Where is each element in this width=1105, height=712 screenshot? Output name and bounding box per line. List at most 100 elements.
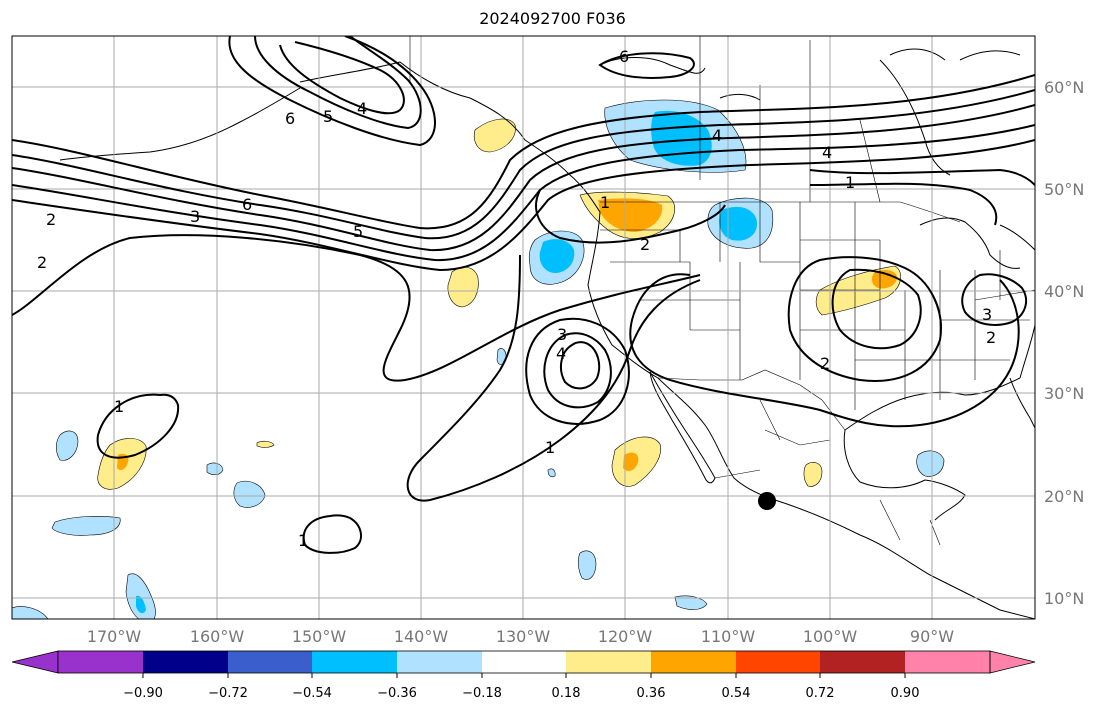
colorbar-over-arrow (989, 650, 1036, 674)
negative-anomaly-e-pacific-2 (674, 595, 708, 610)
colorbar-cell (312, 651, 397, 673)
lat-label-40n: 40°N (1044, 282, 1084, 301)
colorbar-tick-label: 0.54 (722, 686, 751, 701)
us-canada-border (600, 201, 961, 223)
contour-lines (12, 36, 1035, 554)
map-title: 2024092700 F036 (479, 9, 626, 28)
contour-jet-3 (12, 104, 1035, 252)
aleutian-islands (59, 87, 301, 161)
hudson-bay (879, 59, 951, 176)
lon-label-150w: 150°W (292, 627, 347, 646)
longitude-labels: 170°W 160°W 150°W 140°W 130°W 120°W 110°… (87, 627, 954, 646)
contour-label: 3 (982, 305, 992, 324)
colorbar-cell (482, 651, 566, 673)
negative-anomaly-hawaii (233, 480, 266, 508)
contour-label: 2 (640, 235, 650, 254)
colorbar-cell (651, 651, 736, 673)
contour-label-group: 6 6 5 4 4 4 2 3 6 5 2 1 1 2 3 4 1 1 2 3 (37, 47, 996, 550)
contour-subtropic-1 (406, 254, 701, 502)
colorbar-tick-label: 0.90 (891, 686, 920, 701)
great-lakes (919, 217, 1021, 269)
contour-central-low-1 (629, 273, 1020, 428)
contour-label: 4 (822, 143, 832, 162)
negative-anomaly-e-pacific (577, 550, 597, 580)
us-states-west (600, 202, 800, 380)
colorbar-ticks: −0.90 −0.72 −0.54 −0.36 −0.18 0.18 0.36 … (123, 673, 919, 701)
mexico-states (714, 399, 941, 546)
lat-label-20n: 20°N (1044, 487, 1084, 506)
contour-label: 5 (353, 222, 363, 241)
positive-anomaly-alaska (473, 118, 516, 153)
contour-alaska-low-2 (254, 36, 422, 130)
colorbar-cell (143, 651, 228, 673)
contour-sw-1 (302, 514, 362, 554)
contour-label: 1 (298, 531, 308, 550)
north-america-west-coast (587, 211, 1035, 619)
contour-jet-1 (12, 74, 1035, 230)
contour-east-2 (535, 189, 726, 244)
lon-label-170w: 170°W (87, 627, 142, 646)
shaded-anomaly-fields (12, 99, 945, 619)
contour-label: 6 (619, 47, 629, 66)
contour-label: 6 (285, 109, 295, 128)
negative-anomaly-10n (125, 573, 156, 619)
florida (1009, 377, 1035, 429)
negative-anomaly-hawaii-w (55, 430, 79, 461)
lat-label-60n: 60°N (1044, 78, 1084, 97)
contour-label: 4 (357, 99, 367, 118)
colorbar-cell (905, 651, 990, 673)
contour-label: 1 (545, 438, 555, 457)
storm-center-marker (758, 492, 776, 510)
colorbar-cell (566, 651, 651, 673)
positive-anomaly-washington-core (598, 198, 663, 232)
contour-label: 5 (323, 107, 333, 126)
negative-anomaly-hawaii-small (206, 462, 224, 476)
lon-label-160w: 160°W (190, 627, 245, 646)
colorbar-tick-label: −0.90 (123, 686, 163, 701)
colorbar-frame (57, 650, 991, 674)
colorbar-tick-label: 0.36 (637, 686, 666, 701)
lon-label-110w: 110°W (701, 627, 756, 646)
contour-alaska-low-1 (228, 36, 436, 147)
colorbar-cell (58, 651, 143, 673)
negative-anomaly-sw-pacific (51, 516, 121, 536)
contour-label: 2 (986, 328, 996, 347)
contour-jet-5 (12, 139, 1035, 272)
contour-canada-1 (809, 168, 1035, 186)
latitude-labels: 60°N 50°N 40°N 30°N 20°N 10°N (1044, 78, 1084, 608)
positive-anomaly-small (256, 440, 275, 448)
map-panel: 6 6 5 4 4 4 2 3 6 5 2 1 1 2 3 4 1 1 2 3 (11, 35, 1036, 620)
contour-label: 6 (242, 195, 252, 214)
lon-label-140w: 140°W (394, 627, 449, 646)
colorbar-tick-label: −0.18 (462, 686, 502, 701)
contour-jet-4 (12, 124, 1035, 262)
lat-label-30n: 30°N (1044, 384, 1084, 403)
lat-label-10n: 10°N (1044, 589, 1084, 608)
contour-label: 1 (114, 397, 124, 416)
colorbar-tick-label: −0.54 (292, 686, 332, 701)
contour-cutoff-low-mid (543, 332, 612, 409)
colorbar: −0.90 −0.72 −0.54 −0.36 −0.18 0.18 0.36 … (11, 650, 1036, 701)
colorbar-cell (228, 651, 312, 673)
contour-label: 3 (557, 325, 567, 344)
contour-south-1 (12, 234, 701, 382)
lon-label-120w: 120°W (598, 627, 653, 646)
negative-anomaly-tiny-3 (12, 606, 49, 619)
contour-cutoff-low-outer (525, 317, 630, 425)
us-mexico-border (657, 369, 846, 431)
colorbar-cell (397, 651, 482, 673)
lon-label-100w: 100°W (803, 627, 858, 646)
colorbar-under-arrow (11, 650, 59, 674)
contour-label: 1 (600, 193, 610, 212)
us-east-coast (999, 224, 1035, 379)
contour-label: 2 (37, 253, 47, 272)
contour-closed-north (598, 52, 695, 79)
contour-label: 3 (190, 207, 200, 226)
colorbar-cell (736, 651, 820, 673)
contour-alaska-low-3 (279, 41, 405, 115)
negative-anomaly-nw-coast-core (539, 239, 575, 273)
contour-hawaii-1 (96, 393, 180, 459)
colorbar-tick-label: 0.72 (806, 686, 835, 701)
colorbar-tick-label: −0.36 (377, 686, 417, 701)
contour-central-low-3 (831, 268, 922, 350)
